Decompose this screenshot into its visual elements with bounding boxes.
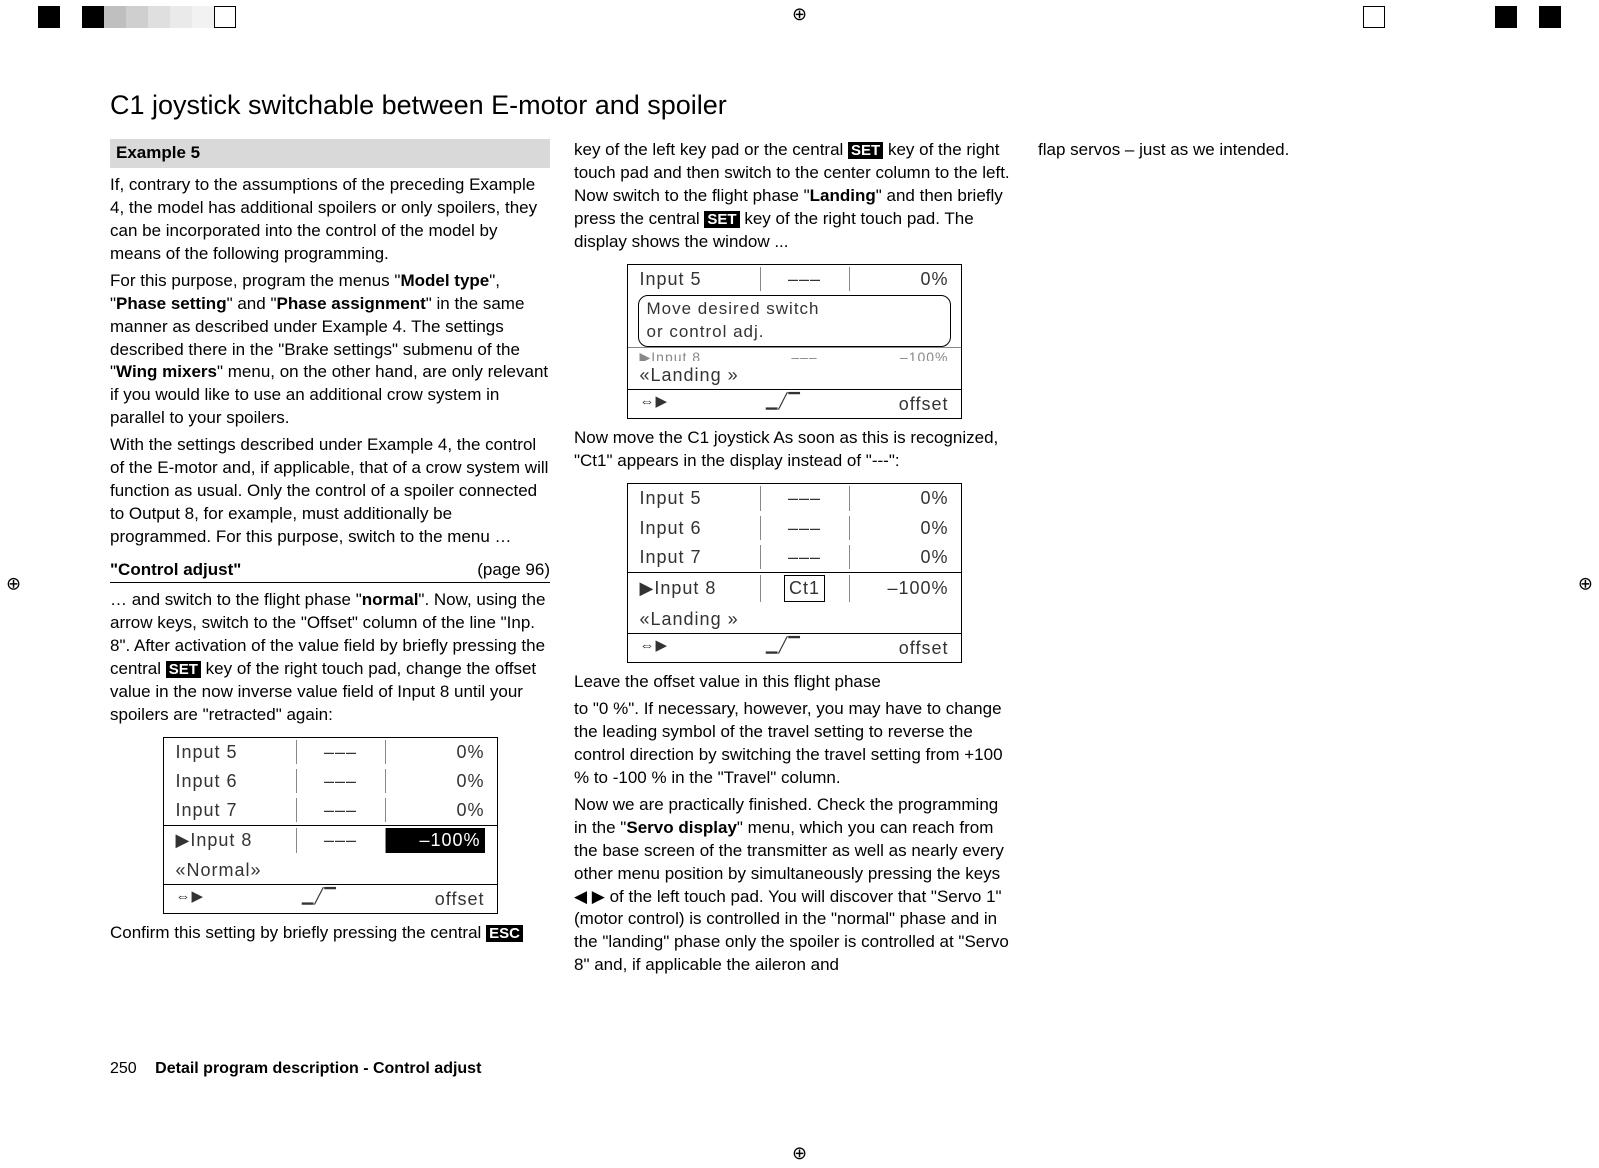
para-2e: Now we are practically finished. Check t… xyxy=(574,794,1014,978)
page-footer: 250 Detail program description - Control… xyxy=(110,1060,481,1078)
reg-bar-right xyxy=(1363,6,1561,28)
nav-icon: ⇔▶ xyxy=(640,392,669,416)
nav-icon: ⇔▶ xyxy=(640,636,669,660)
para-3a: flap servos – just as we intended. xyxy=(1038,139,1478,162)
subhead-page: (page 96) xyxy=(477,559,550,582)
esc-key: ESC xyxy=(486,925,523,942)
reg-bar-left xyxy=(38,6,236,28)
column-2: key of the left key pad or the central S… xyxy=(574,139,1014,981)
reg-mark-top: ⊕ xyxy=(792,4,807,25)
para-1b: For this purpose, program the menus "Mod… xyxy=(110,270,550,431)
set-key: SET xyxy=(848,142,883,159)
para-1a: If, contrary to the assumptions of the p… xyxy=(110,174,550,266)
para-2d: to "0 %". If necessary, however, you may… xyxy=(574,698,1014,790)
curve-icon: ▁╱▔ xyxy=(766,392,801,416)
column-3: flap servos – just as we intended. xyxy=(1038,139,1478,981)
lcd-display-3: Input 5–––0% Input 6–––0% Input 7–––0% ▶… xyxy=(627,483,962,663)
curve-icon: ▁╱▔ xyxy=(766,636,801,660)
para-1e: Confirm this setting by briefly pressing… xyxy=(110,922,550,945)
lcd-display-1: Input 5–––0% Input 6–––0% Input 7–––0% ▶… xyxy=(163,737,498,915)
reg-mark-left: ⊕ xyxy=(6,574,21,595)
curve-icon: ▁╱▔ xyxy=(302,887,337,911)
page-number: 250 xyxy=(110,1060,137,1077)
para-1c: With the settings described under Exampl… xyxy=(110,434,550,549)
para-2b: Now move the C1 joystick As soon as this… xyxy=(574,427,1014,473)
footer-title: Detail program description - Control adj… xyxy=(155,1060,481,1077)
subhead-control-adjust: "Control adjust" (page 96) xyxy=(110,559,550,583)
para-2a: key of the left key pad or the central S… xyxy=(574,139,1014,254)
column-1: Example 5 If, contrary to the assumption… xyxy=(110,139,550,981)
reg-mark-right: ⊕ xyxy=(1578,574,1593,595)
page-content: C1 joystick switchable between E-motor a… xyxy=(110,90,1480,981)
nav-icon: ⇔▶ xyxy=(176,887,205,911)
reg-mark-bottom: ⊕ xyxy=(792,1143,807,1164)
set-key: SET xyxy=(704,211,739,228)
example-header: Example 5 xyxy=(110,139,550,168)
subhead-label: "Control adjust" xyxy=(110,559,241,582)
offset-label: offset xyxy=(899,392,949,416)
offset-label: offset xyxy=(435,887,485,911)
set-key: SET xyxy=(166,661,201,678)
lcd-display-2: Input 5 ––– 0% Move desired switch or co… xyxy=(627,264,962,420)
offset-label: offset xyxy=(899,636,949,660)
popup-message: Move desired switch or control adj. xyxy=(638,295,951,347)
page-title: C1 joystick switchable between E-motor a… xyxy=(110,90,1480,121)
para-2c: Leave the offset value in this flight ph… xyxy=(574,671,1014,694)
para-1d: … and switch to the flight phase "normal… xyxy=(110,589,550,727)
